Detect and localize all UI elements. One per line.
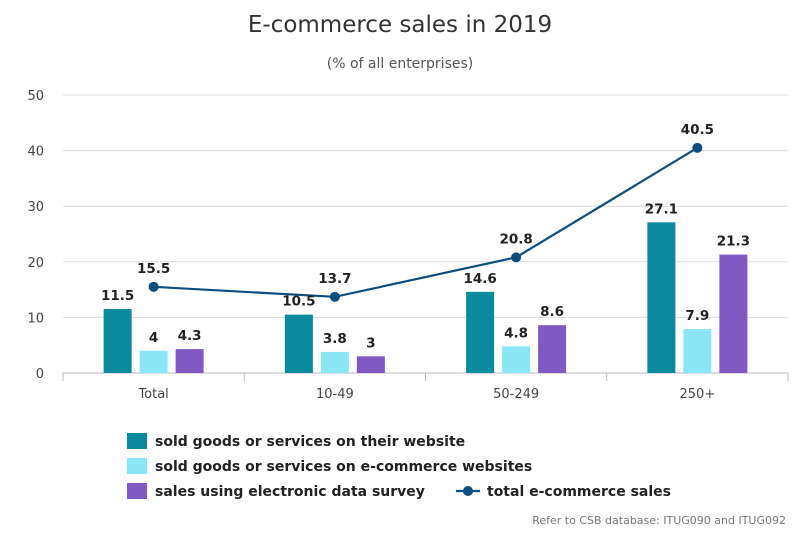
data-labels: 11.5 10.5 14.6 27.1 4 3.8 4.8 7.9 4.3 3 8.6 21.3 15.…	[101, 122, 750, 352]
line-series-path	[153, 146, 698, 298]
bars	[103, 222, 748, 373]
bar	[139, 350, 168, 373]
line-data-label: 40.5	[681, 122, 714, 138]
line-data-label: 20.8	[499, 231, 532, 247]
legend-label: sales using electronic data survey	[155, 484, 425, 500]
chart-credit: Refer to CSB database: ITUG090 and ITUG0…	[532, 514, 786, 527]
y-axis-ticks: 0 10 20 30 40 50	[27, 89, 44, 382]
bar-data-label: 14.6	[463, 271, 496, 287]
bar-data-label: 27.1	[645, 201, 678, 217]
bar-data-label: 11.5	[101, 288, 134, 304]
bar-data-label: 3.8	[323, 331, 347, 347]
x-tick-label: 10-49	[316, 387, 354, 402]
bar-data-label: 4	[149, 330, 158, 346]
bar-data-label: 4.3	[178, 328, 202, 344]
legend: sold goods or services on their website s…	[127, 433, 671, 500]
bar-data-label: 7.9	[685, 308, 709, 324]
x-axis-ticks: Total 10-49 50-249 250+	[137, 387, 715, 402]
line-point	[692, 142, 703, 153]
bar	[538, 325, 567, 373]
y-tick-label: 30	[27, 200, 44, 215]
bar	[356, 356, 385, 373]
bar	[284, 314, 313, 373]
bar	[175, 349, 204, 373]
legend-label: sold goods or services on e-commerce web…	[155, 459, 532, 475]
line-point	[329, 291, 340, 302]
bar	[320, 351, 349, 373]
line-point	[148, 281, 159, 292]
chart-subtitle: (% of all enterprises)	[327, 56, 474, 72]
y-tick-label: 40	[27, 145, 44, 160]
bar-data-label: 21.3	[717, 234, 750, 250]
bar-data-label: 8.6	[540, 304, 564, 320]
bar	[103, 309, 132, 373]
x-tick-label: 250+	[680, 387, 716, 402]
bar-data-label: 10.5	[282, 294, 315, 310]
y-tick-label: 10	[27, 311, 44, 326]
bar	[502, 346, 531, 373]
legend-swatch	[127, 458, 147, 474]
x-tick-label: 50-249	[493, 387, 539, 402]
bar	[647, 222, 676, 373]
line-data-label: 15.5	[137, 261, 170, 277]
y-tick-label: 50	[27, 89, 44, 104]
bar-data-label: 3	[366, 335, 375, 351]
legend-label: total e-commerce sales	[487, 484, 671, 500]
gridlines	[62, 94, 789, 381]
line-data-label: 13.7	[318, 271, 351, 287]
legend-label: sold goods or services on their website	[155, 434, 465, 450]
bar	[719, 254, 748, 373]
line-point	[511, 252, 522, 263]
y-tick-label: 20	[27, 256, 44, 271]
legend-swatch	[127, 433, 147, 449]
line-series	[148, 142, 703, 302]
legend-marker	[463, 486, 473, 496]
bar	[466, 291, 495, 373]
x-tick-label: Total	[137, 387, 168, 402]
bar-data-label: 4.8	[504, 325, 528, 341]
legend-swatch	[127, 483, 147, 499]
bar	[683, 329, 712, 373]
y-tick-label: 0	[36, 367, 44, 382]
chart-title: E-commerce sales in 2019	[248, 12, 552, 38]
